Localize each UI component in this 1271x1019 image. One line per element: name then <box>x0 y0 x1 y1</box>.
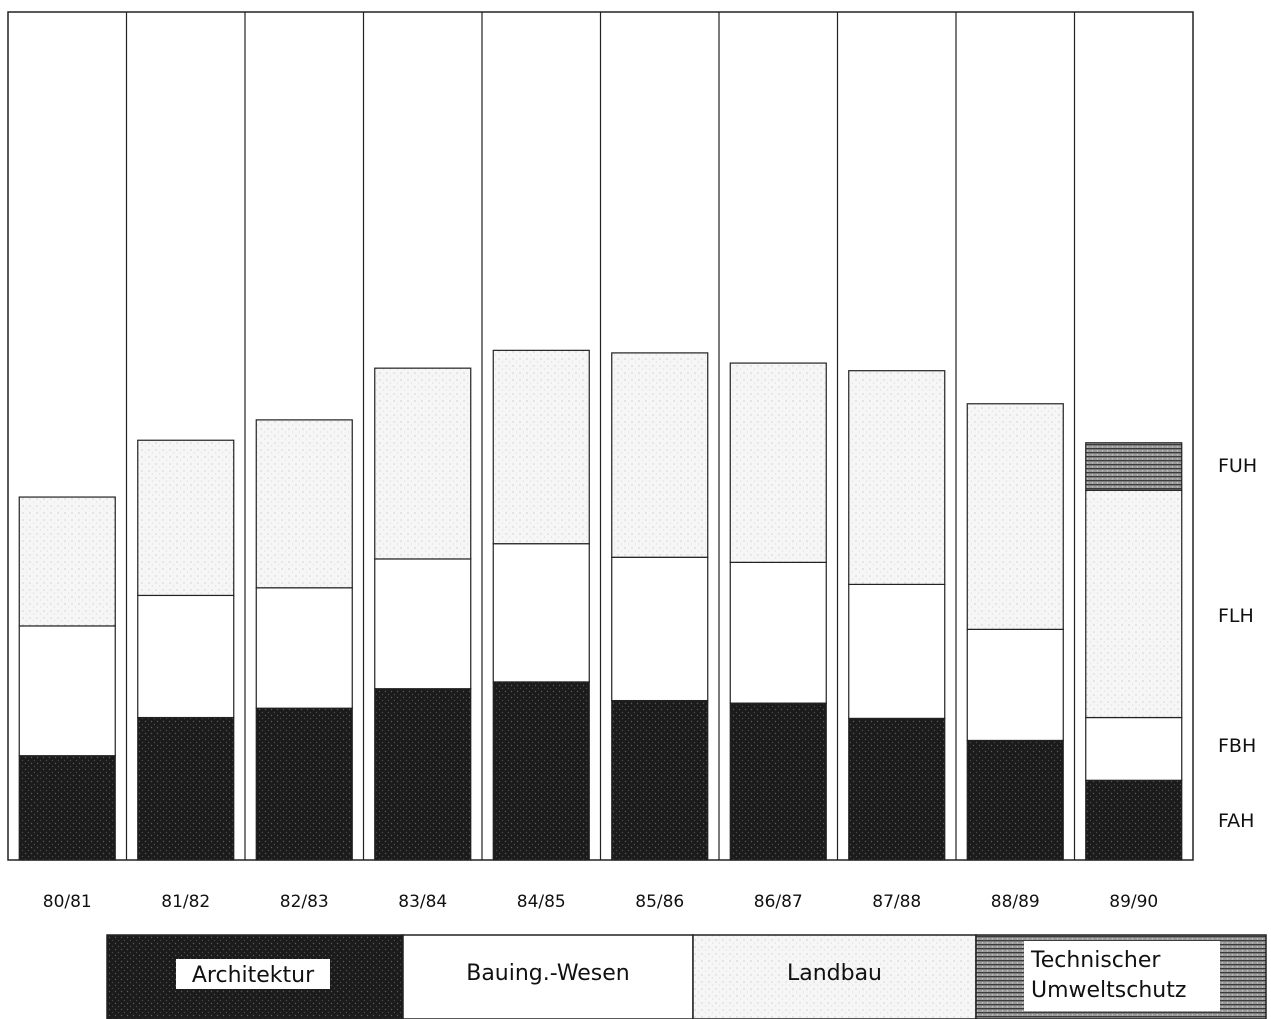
bars <box>18 349 1183 861</box>
bar-segment-fah-85-86 <box>611 699 709 861</box>
category-label: 85/86 <box>635 892 684 912</box>
bar-segment-fbh-89-90 <box>1085 716 1183 781</box>
category-label: 87/88 <box>872 892 921 912</box>
bar-segment-flh-82-83 <box>255 419 353 589</box>
category-label: 82/83 <box>280 892 329 912</box>
bar-segment-fbh-80-81 <box>18 625 116 757</box>
bar-segment-fbh-83-84 <box>374 558 472 690</box>
legend-label: Technischer Umweltschutz <box>1030 948 1186 1003</box>
category-label: 84/85 <box>517 892 566 912</box>
bar-segment-fbh-88-89 <box>966 628 1064 742</box>
legend-swatch-fbh <box>402 934 694 1019</box>
bar-segment-fuh-89-90 <box>1085 442 1183 491</box>
category-label: 80/81 <box>43 892 92 912</box>
bar-segment-flh-86-87 <box>729 362 827 563</box>
bar-segment-flh-84-85 <box>492 349 590 545</box>
side-label-fah: FAH <box>1218 810 1254 832</box>
bar-segment-flh-81-82 <box>137 439 235 597</box>
bar-segment-fah-80-81 <box>18 755 116 861</box>
legend-swatch-flh <box>692 934 977 1019</box>
category-label: 89/90 <box>1109 892 1158 912</box>
bar-segment-flh-88-89 <box>966 403 1064 630</box>
bar-segment-fah-88-89 <box>966 739 1064 861</box>
category-label: 88/89 <box>991 892 1040 912</box>
bar-segment-fah-86-87 <box>729 702 827 861</box>
bar-segment-fah-83-84 <box>374 688 472 861</box>
category-label: 81/82 <box>161 892 210 912</box>
bar-segment-fbh-87-88 <box>848 583 946 719</box>
bar-segment-fah-82-83 <box>255 707 353 861</box>
legend-label-plate <box>176 959 330 989</box>
bar-segment-fah-87-88 <box>848 717 946 861</box>
legend-label-plate <box>1024 941 1220 1011</box>
bar-segment-fbh-85-86 <box>611 556 709 702</box>
side-label-fbh: FBH <box>1218 735 1256 757</box>
legend-label: Architektur <box>192 963 315 988</box>
bar-segment-fah-89-90 <box>1085 779 1183 861</box>
bar-segment-fbh-84-85 <box>492 543 590 683</box>
bar-segment-fbh-82-83 <box>255 587 353 709</box>
chart-frame <box>7 11 1194 861</box>
category-label: 86/87 <box>754 892 803 912</box>
bar-segment-fbh-86-87 <box>729 561 827 704</box>
bar-segment-flh-87-88 <box>848 370 946 586</box>
side-label-flh: FLH <box>1218 605 1254 627</box>
bar-segment-flh-89-90 <box>1085 489 1183 719</box>
bar-segment-fah-81-82 <box>137 716 235 861</box>
bar-segment-flh-80-81 <box>18 496 116 627</box>
bar-segment-fah-84-85 <box>492 681 590 861</box>
legend-label: Bauing.-Wesen <box>466 961 630 986</box>
bar-segment-flh-85-86 <box>611 352 709 558</box>
bar-segment-flh-83-84 <box>374 367 472 560</box>
category-labels: 80/81 81/82 82/83 83/84 84/85 85/86 86/87 87/88… <box>43 892 1159 912</box>
legend-label: Landbau <box>787 961 882 986</box>
side-label-fuh: FUH <box>1218 455 1257 477</box>
bar-segment-fbh-81-82 <box>137 594 235 719</box>
series-side-labels: FAH FBH FLH FUH <box>1218 455 1257 832</box>
category-label: 83/84 <box>398 892 447 912</box>
legend: Architektur Bauing.-Wesen Landbau Technisch… <box>106 934 1267 1019</box>
